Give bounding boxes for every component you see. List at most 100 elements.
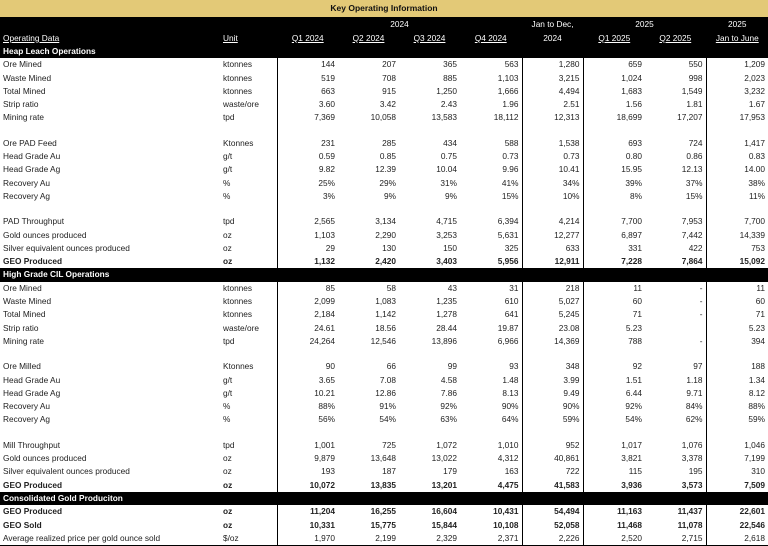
- value-cell: [582, 348, 646, 361]
- value-cell: 641: [504, 309, 519, 320]
- value-cell: 6,966: [497, 335, 519, 346]
- value-cell: 708: [382, 72, 396, 83]
- value-cell: 2,618: [705, 531, 768, 546]
- table-row: Mining rate tpd 24,264 12,546 13,896 6,966 14,…: [0, 334, 768, 349]
- value-cell: 422: [688, 242, 703, 253]
- row-unit: g/t: [223, 374, 233, 385]
- table-row: Strip ratio waste/ore 24.61 18.56 28.44 19.87…: [0, 321, 768, 335]
- value-cell: 52,058: [521, 518, 584, 532]
- value-cell: 17,207: [677, 112, 703, 123]
- section-header: Heap Leach Operations: [0, 45, 768, 59]
- row-label: Mining rate: [3, 112, 45, 123]
- value-cell: 9.96: [502, 164, 519, 175]
- row-unit: oz: [223, 242, 232, 253]
- table-row: GEO Sold oz 10,331 15,775 15,844 10,108 52,058…: [0, 518, 768, 532]
- value-cell: 7,228: [582, 255, 646, 269]
- value-cell: 15,775: [370, 519, 396, 530]
- row-label: Recovery Au: [3, 401, 51, 412]
- value-cell: 22,601: [705, 505, 768, 519]
- table-row: GEO Produced oz 10,072 13,835 13,201 4,475 41,…: [0, 478, 768, 492]
- value-cell: 15.95: [582, 163, 646, 177]
- value-cell: 144: [276, 58, 338, 72]
- value-cell: 1,046: [705, 438, 768, 453]
- value-cell: 60: [582, 295, 646, 309]
- col-q2-2025: Q2 2025: [645, 31, 707, 45]
- row-label: PAD Throughput: [3, 216, 65, 227]
- value-cell: 952: [521, 438, 584, 453]
- spacer-row: [0, 348, 768, 361]
- value-cell: 3.42: [379, 99, 396, 110]
- row-unit: %: [223, 414, 231, 425]
- value-cell: 5.23: [705, 321, 768, 335]
- value-cell: 3,403: [436, 256, 457, 267]
- value-cell: 4.58: [440, 374, 457, 385]
- value-cell: [399, 427, 460, 439]
- value-cell: 1,010: [497, 439, 519, 450]
- value-cell: 12,911: [521, 255, 584, 269]
- value-cell: [521, 124, 584, 137]
- value-cell: 4,312: [497, 453, 519, 464]
- row-unit: oz: [223, 256, 233, 267]
- row-unit: g/t: [223, 164, 233, 175]
- value-cell: 10,108: [493, 519, 519, 530]
- value-cell: 231: [276, 136, 338, 151]
- value-cell: 3,215: [521, 71, 584, 85]
- value-cell: 1,072: [436, 439, 457, 450]
- table-row: Head Grade Ag g/t 9.82 12.39 10.04 9.96 10.41 1…: [0, 163, 768, 177]
- row-unit: Ktonnes: [223, 361, 254, 372]
- value-cell: 2,226: [521, 531, 584, 546]
- value-cell: 1,024: [582, 71, 646, 85]
- value-cell: 1,103: [497, 72, 519, 83]
- value-cell: 8%: [582, 189, 646, 204]
- value-cell: 16,604: [431, 506, 457, 517]
- value-cell: 693: [582, 136, 646, 151]
- row-unit: waste/ore: [223, 322, 259, 333]
- table-row: PAD Throughput tpd 2,565 3,134 4,715 6,394 4,2…: [0, 215, 768, 229]
- row-label: Head Grade Ag: [3, 387, 61, 398]
- row-label: [0, 348, 220, 360]
- value-cell: [582, 426, 646, 439]
- value-cell: 9.71: [686, 387, 703, 398]
- value-cell: 92%: [582, 400, 646, 414]
- value-cell: 753: [705, 241, 768, 256]
- value-cell: 193: [276, 465, 338, 479]
- table-row: Ore Mined ktonnes 85 58 43 31 218 11-11: [0, 281, 768, 296]
- value-cell: 99: [447, 361, 457, 372]
- value-cell: 24,264: [276, 334, 338, 349]
- value-cell: 40,861: [521, 452, 584, 466]
- jan-dec-header-2: 2024: [521, 31, 584, 45]
- value-cell: 434: [443, 137, 457, 148]
- value-cell: [645, 427, 706, 439]
- value-cell: 13,022: [431, 453, 457, 464]
- value-cell: 2,023: [705, 71, 768, 85]
- value-cell: 2,520: [582, 531, 646, 546]
- col-q2-2024: Q2 2024: [338, 31, 399, 45]
- value-cell: [705, 426, 768, 439]
- row-unit: tpd: [223, 216, 235, 227]
- table-row: Ore Milled Ktonnes 90 66 99 93 348 92 97 188: [0, 360, 768, 374]
- row-label: Silver equivalent ounces produced: [3, 242, 130, 253]
- value-cell: 24.61: [276, 321, 338, 335]
- value-cell: 150: [443, 242, 457, 253]
- value-cell: 90%: [501, 401, 519, 412]
- value-cell: 25%: [276, 176, 338, 190]
- value-cell: 2.51: [521, 98, 584, 112]
- value-cell: 10,058: [370, 112, 396, 123]
- value-cell: 12.86: [375, 387, 396, 398]
- value-cell: 1,666: [497, 85, 519, 96]
- value-cell: 12,313: [521, 111, 584, 125]
- value-cell: 3,378: [681, 453, 703, 464]
- row-label: Total Mined: [3, 309, 46, 320]
- value-cell: 13,201: [431, 479, 457, 490]
- value-cell: 724: [688, 137, 703, 148]
- row-unit: oz: [223, 506, 233, 517]
- row-label: Strip ratio: [3, 99, 39, 110]
- row-label: Mining rate: [3, 335, 45, 346]
- value-cell: 325: [504, 242, 519, 253]
- value-cell: 3.60: [276, 98, 338, 112]
- value-cell: 331: [582, 241, 646, 256]
- value-cell: 2,099: [276, 295, 338, 309]
- value-cell: 6,897: [582, 228, 646, 242]
- table-body: Heap Leach Operations Ore Mined ktonnes 144…: [0, 45, 768, 546]
- value-cell: 16,255: [370, 506, 396, 517]
